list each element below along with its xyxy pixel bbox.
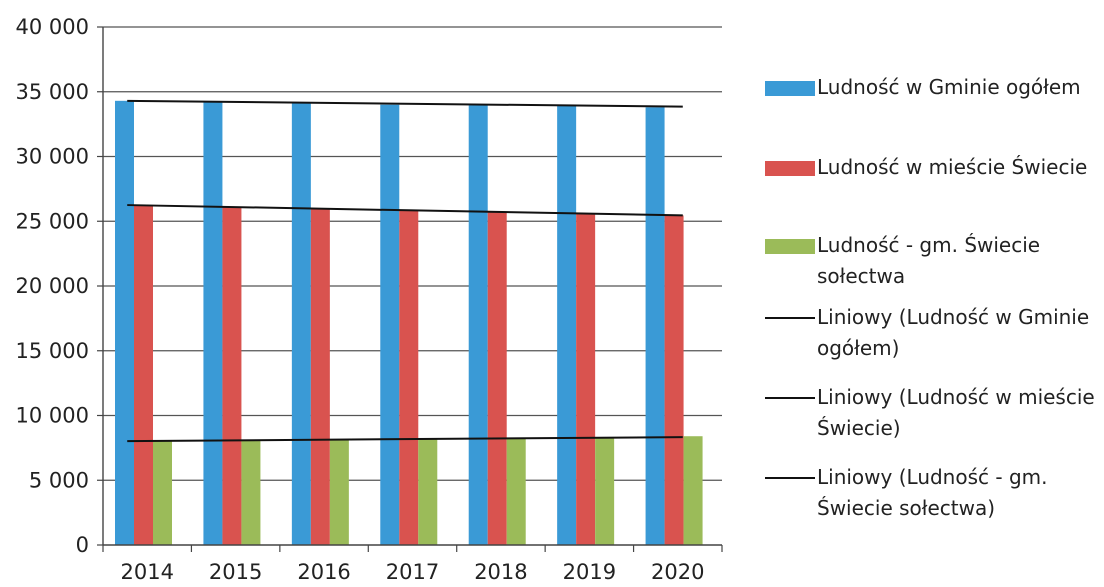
bar-1 <box>115 100 134 545</box>
y-tick-label: 25 000 <box>16 209 89 233</box>
legend-label: Ludność - gm. Świecie sołectwa <box>817 233 1041 288</box>
bar-3 <box>241 440 261 545</box>
y-tick-label: 40 000 <box>16 15 89 39</box>
legend-item: Liniowy (Ludność w mieście Świecie) <box>765 382 1101 444</box>
x-tick-label: 2019 <box>563 560 616 584</box>
x-tick-label: 2015 <box>209 560 262 584</box>
bar-2 <box>487 211 507 545</box>
bars <box>115 100 703 546</box>
y-tick-label: 0 <box>76 533 89 557</box>
y-tick-label: 5 000 <box>29 468 89 492</box>
y-tick-label: 30 000 <box>16 145 89 169</box>
trendlines <box>127 99 683 443</box>
trendline-2 <box>127 204 683 217</box>
bar-1 <box>203 102 223 546</box>
legend-item: Ludność w Gminie ogółem <box>765 72 1101 103</box>
x-tick-label: 2014 <box>120 560 173 584</box>
legend-item: Ludność w mieście Świecie <box>765 152 1101 183</box>
x-tick-label: 2016 <box>297 560 350 584</box>
tick-labels: 0 5 000 10 000 15 000 20 000 25 000 30 000 35 0… <box>16 15 705 584</box>
bar-2 <box>576 213 596 546</box>
y-tick-label: 20 000 <box>16 274 89 298</box>
legend-line-swatch <box>765 397 815 399</box>
bar-1 <box>557 105 577 546</box>
bar-3 <box>595 437 615 545</box>
y-tick-label: 10 000 <box>16 404 89 428</box>
legend-label: Ludność w Gminie ogółem <box>817 75 1081 99</box>
bar-3 <box>418 438 438 545</box>
bar-2 <box>664 215 684 546</box>
bar-3 <box>683 436 703 545</box>
legend-item: Liniowy (Ludność w Gminie ogółem) <box>765 302 1101 364</box>
legend-swatch <box>765 239 815 254</box>
bar-3 <box>506 438 526 545</box>
bar-2 <box>310 208 330 545</box>
legend-line-swatch <box>765 317 815 319</box>
legend-label: Ludność w mieście Świecie <box>817 155 1088 179</box>
legend-item: Ludność - gm. Świecie sołectwa <box>765 230 1101 292</box>
bar-2 <box>399 210 419 545</box>
legend-swatch <box>765 161 815 176</box>
bar-1 <box>468 105 488 545</box>
legend-label: Liniowy (Ludność w Gminie ogółem) <box>817 305 1090 360</box>
bar-1 <box>291 103 311 545</box>
y-tick-label: 15 000 <box>16 339 89 363</box>
x-tick-label: 2017 <box>386 560 439 584</box>
trendline-3 <box>127 436 683 443</box>
legend-swatch <box>765 81 815 96</box>
y-tick-label: 35 000 <box>16 80 89 104</box>
bar-2 <box>134 205 153 545</box>
chart-plot-area: 0 5 000 10 000 15 000 20 000 25 000 30 000 35 0… <box>16 15 723 584</box>
bar-3 <box>153 440 172 545</box>
bar-3 <box>329 439 349 545</box>
trendline-1 <box>127 99 683 108</box>
axes <box>97 26 723 552</box>
legend-line-swatch <box>765 477 815 479</box>
bar-1 <box>645 107 665 545</box>
legend-item: Liniowy (Ludność - gm. Świecie sołectwa) <box>765 462 1101 524</box>
x-tick-label: 2018 <box>474 560 527 584</box>
legend-label: Liniowy (Ludność w mieście Świecie) <box>817 385 1095 440</box>
bar-2 <box>222 207 242 545</box>
legend-label: Liniowy (Ludność - gm. Świecie sołectwa) <box>817 465 1048 520</box>
x-tick-label: 2020 <box>651 560 704 584</box>
bar-1 <box>380 104 400 545</box>
